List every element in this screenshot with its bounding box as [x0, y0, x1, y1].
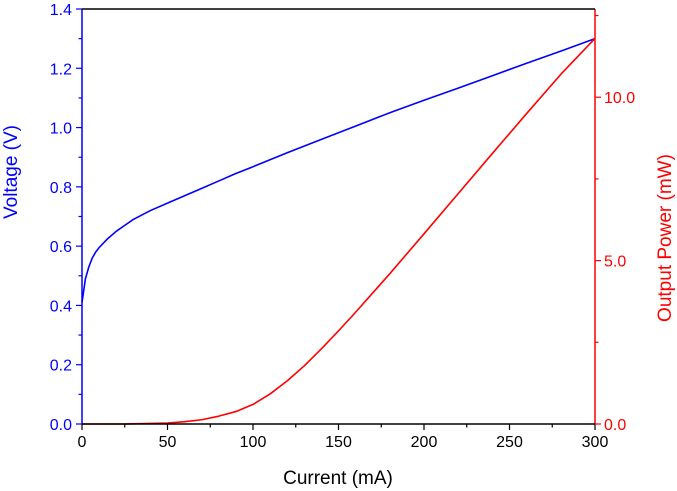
y-left-axis-title: Voltage (V) — [1, 125, 22, 219]
y-right-tick-label: 0.0 — [604, 417, 626, 434]
y-right-tick-label: 5.0 — [604, 254, 626, 271]
x-tick-label: 200 — [411, 434, 438, 451]
y-left-tick-label: 0.8 — [50, 180, 72, 197]
axes — [81, 8, 596, 425]
y-left-tick-label: 1.2 — [50, 61, 72, 78]
x-tick-label: 100 — [240, 434, 267, 451]
y-left-tick-label: 0.6 — [50, 239, 72, 256]
y-right-tick-label: 10.0 — [604, 90, 635, 107]
x-tick-label: 300 — [582, 434, 609, 451]
y-right-axis-title: Output Power (mW) — [655, 154, 676, 322]
x-axis-title: Current (mA) — [283, 468, 393, 489]
y-left-tick-label: 0.4 — [50, 298, 72, 315]
x-tick-label: 0 — [78, 434, 87, 451]
voltage-series-line — [81, 37, 596, 303]
x-tick-label: 150 — [325, 434, 352, 451]
y-left-tick-label: 1.0 — [50, 121, 72, 138]
ticks: 0 50 100 150 200 250 3000.00.20.40.60.81.01.21… — [50, 2, 635, 451]
plot-lines — [81, 37, 596, 425]
y-left-tick-label: 0.0 — [50, 417, 72, 434]
power-series-line — [82, 37, 596, 425]
y-left-tick-label: 1.4 — [50, 2, 72, 19]
x-tick-label: 250 — [496, 434, 523, 451]
y-left-tick-label: 0.2 — [50, 358, 72, 375]
x-tick-label: 50 — [159, 434, 177, 451]
